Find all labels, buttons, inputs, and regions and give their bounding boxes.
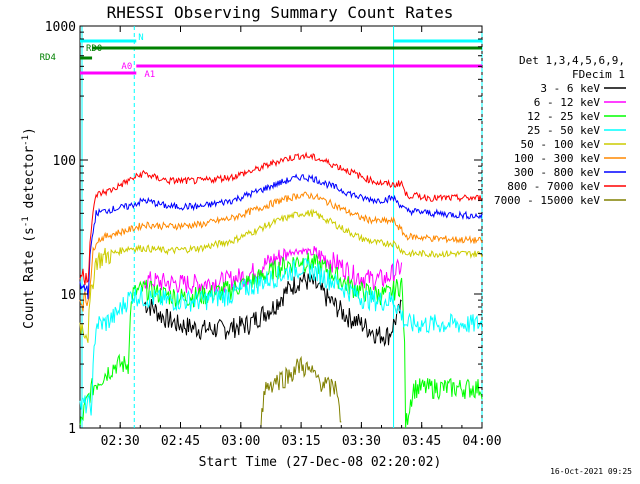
legend-entry-3: 25 - 50 keV xyxy=(527,124,600,137)
attenuator-bars: N RD4 RD0 A0 A1 xyxy=(40,33,482,80)
series-layer xyxy=(79,151,483,429)
series-line-8 xyxy=(260,355,342,429)
x-tick-label-4: 03:30 xyxy=(342,434,381,449)
y-tick-label-1: 10 xyxy=(60,288,76,303)
y-tick-label-3: 1000 xyxy=(45,20,76,35)
legend-entry-4: 50 - 100 keV xyxy=(521,138,601,151)
y-axis-title-end: ) xyxy=(22,127,37,135)
y-axis-title-sup1: -1 xyxy=(21,216,31,227)
y-axis-title: Count Rate (s-1 detector-1) xyxy=(21,127,37,329)
x-tick-label-1: 02:45 xyxy=(161,434,200,449)
x-tick-label-5: 03:45 xyxy=(402,434,441,449)
series-line-2 xyxy=(79,252,483,429)
legend-header-1: Det 1,3,4,5,6,9, xyxy=(519,54,625,67)
series-line-6 xyxy=(79,173,483,300)
legend-entry-8: 7000 - 15000 keV xyxy=(494,194,600,207)
attenuator-label-rd4: RD4 xyxy=(40,53,56,63)
x-axis-title: Start Time (27-Dec-08 02:20:02) xyxy=(199,455,442,470)
series-line-3 xyxy=(79,258,483,416)
chart-title: RHESSI Observing Summary Count Rates xyxy=(107,3,454,22)
legend-entry-0: 3 - 6 keV xyxy=(540,82,600,95)
y-tick-label-2: 100 xyxy=(53,154,76,169)
y-axis-ticks: 1 10 100 1000 xyxy=(45,20,482,437)
y-axis-title-mid: detector xyxy=(22,146,37,217)
x-tick-label-6: 04:00 xyxy=(462,434,501,449)
y-tick-label-0: 1 xyxy=(68,422,76,437)
y-axis-title-sup2: -1 xyxy=(21,135,31,146)
x-tick-label-2: 03:00 xyxy=(221,434,260,449)
vertical-guides xyxy=(81,26,483,428)
legend-entry-7: 800 - 7000 keV xyxy=(507,180,600,193)
attenuator-label-a0: A0 xyxy=(121,62,132,72)
attenuator-label-rd0: RD0 xyxy=(86,44,102,54)
legend-entry-5: 100 - 300 keV xyxy=(514,152,600,165)
legend-entry-1: 6 - 12 keV xyxy=(534,96,601,109)
x-tick-label-0: 02:30 xyxy=(101,434,140,449)
plot-area: N RD4 RD0 A0 A1 02:30 02:45 03:00 03:15 03:30 03:… xyxy=(40,20,502,449)
x-tick-label-3: 03:15 xyxy=(282,434,321,449)
legend-header-2: FDecim 1 xyxy=(572,68,625,81)
legend-entry-2: 12 - 25 keV xyxy=(527,110,600,123)
footer-date: 16-Oct-2021 09:25 xyxy=(550,467,632,476)
x-axis-ticks: 02:30 02:45 03:00 03:15 03:30 03:45 04:00 xyxy=(79,26,502,449)
attenuator-label-a1: A1 xyxy=(144,70,155,80)
series-line-1 xyxy=(143,245,403,296)
series-line-4 xyxy=(79,208,483,343)
series-line-7 xyxy=(79,151,483,286)
attenuator-label-n: N xyxy=(138,33,143,43)
y-axis-title-main: Count Rate (s xyxy=(22,227,37,329)
legend-entry-6: 300 - 800 keV xyxy=(514,166,600,179)
series-line-0 xyxy=(143,271,402,348)
series-line-5 xyxy=(79,191,483,312)
